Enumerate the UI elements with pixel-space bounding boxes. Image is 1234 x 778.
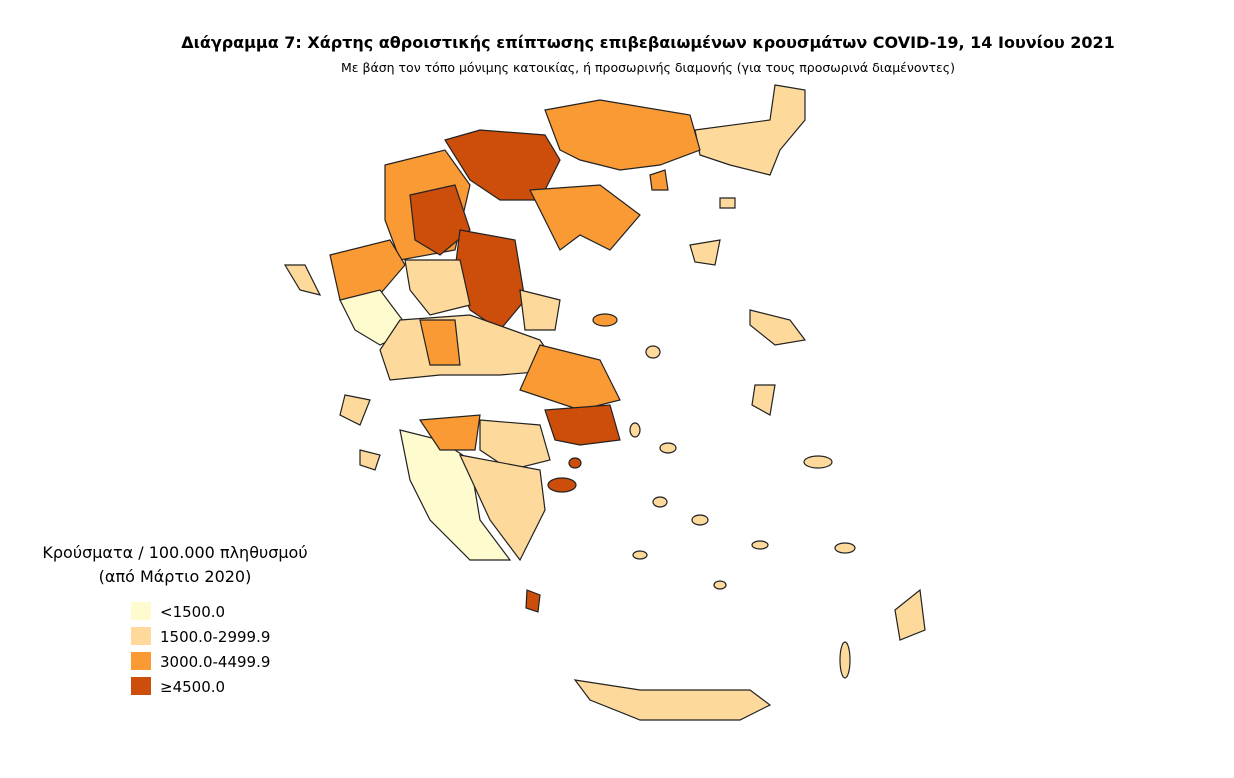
legend-title: Κρούσματα / 100.000 πληθυσμού [42, 543, 307, 562]
region [689, 239, 721, 266]
region [649, 169, 669, 191]
region [694, 84, 806, 176]
legend-label: 3000.0-4499.9 [160, 653, 270, 671]
region [659, 442, 677, 454]
legend-swatch [131, 627, 151, 645]
subtitle: Με βάση τον τόπο μόνιμης κατοικίας, ή πρ… [341, 60, 955, 75]
legend-label: 1500.0-2999.9 [160, 628, 270, 646]
legend-label: ≥4500.0 [160, 678, 225, 696]
region [419, 319, 461, 366]
region [713, 580, 727, 590]
region [519, 289, 561, 331]
legend-swatch [131, 652, 151, 670]
map [283, 84, 926, 721]
region [894, 588, 926, 641]
legend-swatch [131, 677, 151, 695]
region [339, 394, 371, 426]
region [544, 99, 701, 171]
region [404, 259, 471, 316]
legend-title: (από Μάρτιο 2020) [99, 567, 252, 586]
region [629, 422, 641, 438]
region [803, 455, 833, 469]
region [479, 419, 551, 471]
region [751, 384, 776, 416]
region [719, 197, 736, 209]
region [592, 313, 618, 327]
region [749, 309, 807, 346]
region [519, 344, 621, 411]
region [329, 239, 406, 301]
region [691, 514, 709, 526]
region [573, 679, 772, 721]
region [283, 264, 322, 296]
region [632, 550, 648, 560]
legend-swatch [131, 602, 151, 620]
region [359, 449, 381, 471]
legend: <1500.0 1500.0-2999.9 3000.0-4499.9 ≥4500.0 [131, 602, 270, 696]
region [444, 129, 561, 201]
title: Διάγραμμα 7: Χάρτης αθροιστικής επίπτωση… [181, 33, 1115, 52]
region [409, 184, 471, 256]
region [751, 540, 769, 550]
region [568, 457, 582, 469]
region [839, 641, 851, 679]
region [547, 477, 577, 493]
region [645, 345, 661, 359]
region [834, 542, 856, 554]
region [525, 589, 541, 613]
region [418, 414, 481, 451]
region [529, 184, 641, 251]
legend-label: <1500.0 [160, 603, 225, 621]
region [544, 404, 621, 446]
region [652, 496, 668, 508]
region [458, 454, 546, 562]
